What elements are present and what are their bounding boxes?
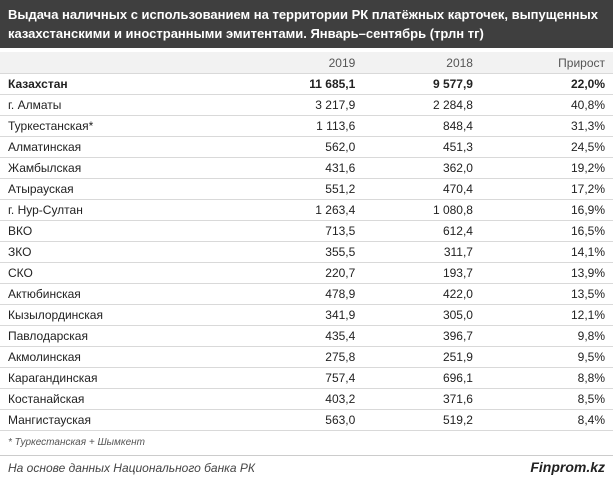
column-header: [0, 52, 233, 74]
cell: 16,9%: [480, 199, 613, 221]
column-header: Прирост: [480, 52, 613, 74]
region: Акмолинская: [0, 346, 233, 368]
region: Казахстан: [0, 73, 233, 95]
cell: 8,8%: [480, 367, 613, 389]
cell: 311,7: [363, 241, 481, 263]
table: 2019 2018 Прирост Казахстан 11 685,1 9 577,9 2…: [0, 52, 613, 431]
cell: 478,9: [233, 283, 364, 305]
cell: 563,0: [233, 409, 364, 431]
table-row: Актюбинская 478,9 422,0 13,5%: [0, 283, 613, 305]
cell: 193,7: [363, 262, 481, 284]
table-row: Алматинская 562,0 451,3 24,5%: [0, 136, 613, 158]
header-row: 2019 2018 Прирост: [0, 52, 613, 74]
table-row: Костанайская 403,2 371,6 8,5%: [0, 388, 613, 410]
table-row: г. Нур-Султан 1 263,4 1 080,8 16,9%: [0, 199, 613, 221]
table-row: Жамбылская 431,6 362,0 19,2%: [0, 157, 613, 179]
brand: Finprom.kz: [530, 459, 605, 475]
cell: 8,5%: [480, 388, 613, 410]
table-row: Туркестанская* 1 113,6 848,4 31,3%: [0, 115, 613, 137]
region: г. Нур-Султан: [0, 199, 233, 221]
cell: 17,2%: [480, 178, 613, 200]
column-header: 2019: [233, 52, 364, 74]
cell: 11 685,1: [233, 73, 364, 95]
table-row: ВКО 713,5 612,4 16,5%: [0, 220, 613, 242]
cell: 31,3%: [480, 115, 613, 137]
table-row: СКО 220,7 193,7 13,9%: [0, 262, 613, 284]
cell: 362,0: [363, 157, 481, 179]
cell: 1 263,4: [233, 199, 364, 221]
column-header: 2018: [363, 52, 481, 74]
cell: 40,8%: [480, 94, 613, 116]
cell: 2 284,8: [363, 94, 481, 116]
cell: 3 217,9: [233, 94, 364, 116]
cell: 422,0: [363, 283, 481, 305]
cell: 848,4: [363, 115, 481, 137]
cell: 355,5: [233, 241, 364, 263]
region: Мангистауская: [0, 409, 233, 431]
cell: 8,4%: [480, 409, 613, 431]
cell: 403,2: [233, 388, 364, 410]
table-row: Карагандинская 757,4 696,1 8,8%: [0, 367, 613, 389]
region: ЗКО: [0, 241, 233, 263]
table-row: ЗКО 355,5 311,7 14,1%: [0, 241, 613, 263]
region: Туркестанская*: [0, 115, 233, 137]
cell: 220,7: [233, 262, 364, 284]
cell: 9,8%: [480, 325, 613, 347]
cell: 22,0%: [480, 73, 613, 95]
cell: 562,0: [233, 136, 364, 158]
cell: 24,5%: [480, 136, 613, 158]
cell: 14,1%: [480, 241, 613, 263]
cell: 12,1%: [480, 304, 613, 326]
cell: 19,2%: [480, 157, 613, 179]
table-row: Павлодарская 435,4 396,7 9,8%: [0, 325, 613, 347]
cell: 551,2: [233, 178, 364, 200]
cell: 696,1: [363, 367, 481, 389]
title: Выдача наличных с использованием на терр…: [0, 0, 613, 48]
table-row: Атырауская 551,2 470,4 17,2%: [0, 178, 613, 200]
cell: 1 080,8: [363, 199, 481, 221]
cell: 451,3: [363, 136, 481, 158]
region: Атырауская: [0, 178, 233, 200]
region: Кызылординская: [0, 304, 233, 326]
cell: 435,4: [233, 325, 364, 347]
region: СКО: [0, 262, 233, 284]
region: Актюбинская: [0, 283, 233, 305]
region: Костанайская: [0, 388, 233, 410]
source: На основе данных Национального банка РК: [8, 461, 255, 475]
region: Алматинская: [0, 136, 233, 158]
region: Карагандинская: [0, 367, 233, 389]
cell: 371,6: [363, 388, 481, 410]
table-row: Казахстан 11 685,1 9 577,9 22,0%: [0, 73, 613, 95]
region: ВКО: [0, 220, 233, 242]
footnote: * Туркестанская + Шымкент: [8, 437, 146, 448]
cell: 713,5: [233, 220, 364, 242]
cell: 757,4: [233, 367, 364, 389]
cell: 305,0: [363, 304, 481, 326]
cell: 251,9: [363, 346, 481, 368]
table-row: Кызылординская 341,9 305,0 12,1%: [0, 304, 613, 326]
cell: 519,2: [363, 409, 481, 431]
cell: 431,6: [233, 157, 364, 179]
cell: 16,5%: [480, 220, 613, 242]
region: Жамбылская: [0, 157, 233, 179]
cell: 612,4: [363, 220, 481, 242]
cell: 275,8: [233, 346, 364, 368]
footer: На основе данных Национального банка РК …: [0, 455, 613, 479]
cell: 13,9%: [480, 262, 613, 284]
cell: 9,5%: [480, 346, 613, 368]
region: г. Алматы: [0, 94, 233, 116]
table-row: г. Алматы 3 217,9 2 284,8 40,8%: [0, 94, 613, 116]
cell: 341,9: [233, 304, 364, 326]
table-row: Акмолинская 275,8 251,9 9,5%: [0, 346, 613, 368]
region: Павлодарская: [0, 325, 233, 347]
cell: 1 113,6: [233, 115, 364, 137]
cell: 9 577,9: [363, 73, 481, 95]
cell: 470,4: [363, 178, 481, 200]
cell: 13,5%: [480, 283, 613, 305]
table-row: Мангистауская 563,0 519,2 8,4%: [0, 409, 613, 431]
cell: 396,7: [363, 325, 481, 347]
